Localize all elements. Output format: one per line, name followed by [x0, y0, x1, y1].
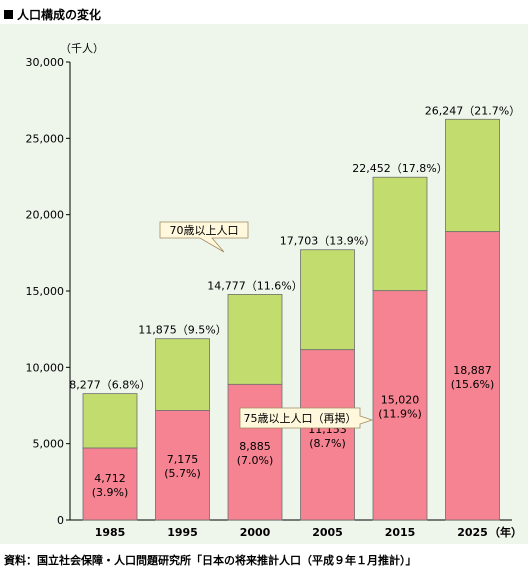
callout-75plus-box: [239, 407, 374, 429]
total-data-label: 26,247（21.7%）: [425, 104, 520, 117]
total-data-label: 17,703（13.9%）: [280, 235, 375, 248]
bar-70plus: [227, 294, 283, 385]
callout-70plus-text: 70歳以上人口: [170, 224, 239, 237]
total-data-label: 22,452（17.8%）: [352, 162, 447, 175]
percent-data-label: (11.9%): [378, 407, 422, 420]
callout-70plus-box: [159, 221, 249, 253]
bar-70plus: [372, 176, 428, 292]
chart-title-text: 人口構成の変化: [17, 8, 102, 22]
x-tick-label: 1985: [95, 526, 126, 539]
y-tick-label: 5,000: [33, 438, 65, 451]
bar-75plus: [300, 349, 355, 521]
bar-75plus: [372, 290, 428, 521]
y-tick-label: 15,000: [26, 285, 65, 298]
title-bullet-icon: [4, 10, 13, 19]
percent-data-label: (15.6%): [451, 378, 495, 391]
bar-75plus: [227, 383, 283, 521]
x-tick-label: 1995: [167, 526, 198, 539]
x-tick-label: 2000: [240, 526, 271, 539]
bar-75plus: [155, 410, 210, 521]
y-axis-unit-label: （千人）: [60, 42, 104, 55]
percent-data-label: (5.7%): [164, 467, 201, 480]
total-data-label: 11,875（9.5%）: [138, 324, 226, 337]
percent-data-label: (3.9%): [92, 486, 129, 499]
y-tick-label: 0: [57, 514, 64, 527]
x-tick-label: 2015: [385, 526, 416, 539]
chart-title: 人口構成の変化: [4, 6, 101, 23]
value-data-label: 15,020: [381, 393, 420, 406]
y-tick-label: 10,000: [26, 361, 65, 374]
value-data-label: 4,712: [94, 472, 126, 485]
bar-75plus: [445, 231, 500, 521]
bar-70plus: [82, 393, 138, 449]
x-axis-unit-label: （年）: [489, 525, 522, 539]
total-data-label: 14,777（11.6%）: [207, 279, 302, 292]
y-tick-label: 25,000: [26, 132, 65, 145]
x-tick-label: 2025: [457, 526, 488, 539]
value-data-label: 7,175: [167, 453, 199, 466]
x-tick-label: 2005: [312, 526, 343, 539]
bar-70plus: [300, 249, 355, 351]
y-tick-label: 20,000: [26, 209, 65, 222]
value-data-label: 18,887: [453, 364, 492, 377]
bar-70plus: [155, 338, 210, 411]
bar-70plus: [445, 118, 500, 233]
source-note: 資料：国立社会保障・人口問題研究所「日本の将来推計人口（平成９年１月推計）」: [4, 554, 417, 567]
y-tick-label: 30,000: [26, 56, 65, 69]
total-data-label: 8,277（6.8%）: [69, 379, 150, 392]
percent-data-label: (8.7%): [309, 437, 346, 450]
callout-75plus-text: 75歳以上人口（再掲）: [244, 411, 357, 425]
value-data-label: 8,885: [239, 440, 271, 453]
bar-75plus: [82, 447, 138, 521]
percent-data-label: (7.0%): [237, 454, 274, 467]
